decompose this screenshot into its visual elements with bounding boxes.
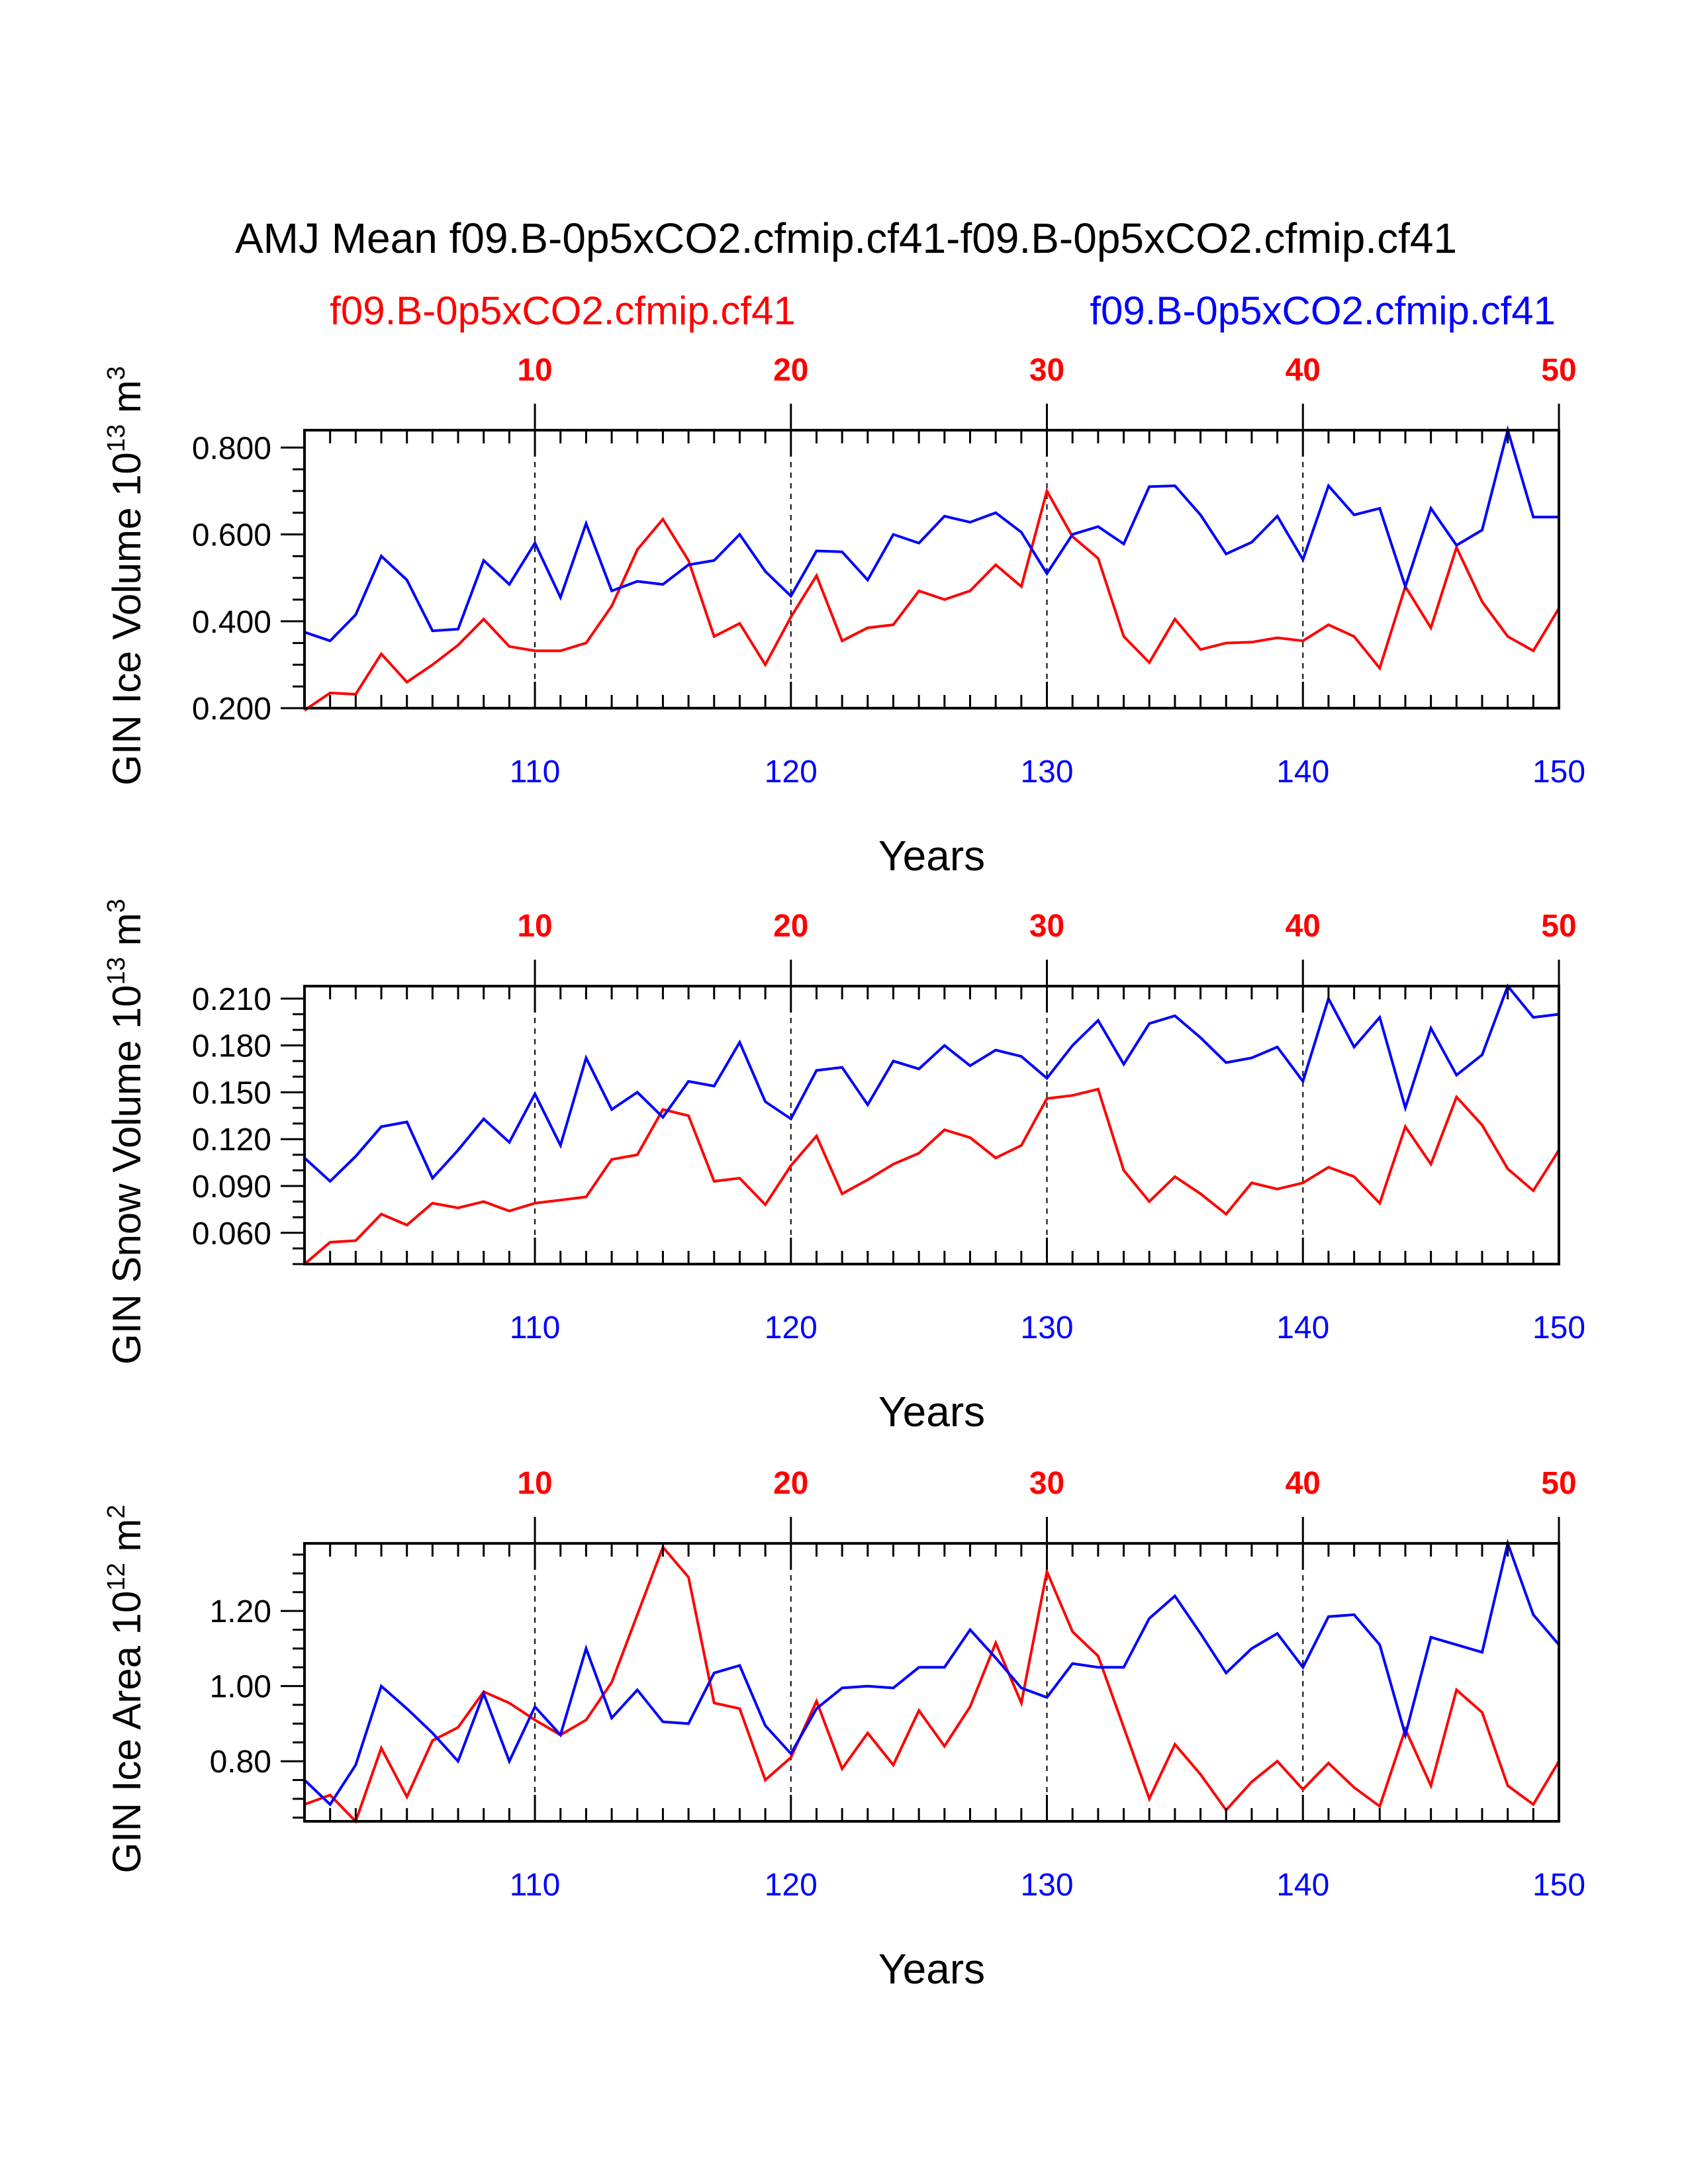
chart-panels: 110 120 130 140 150 10 20 30 40 50 0.200 0.400 0.600… [103, 353, 1585, 1993]
legend-left-label: f09.B-0p5xCO2.cfmip.cf41 [330, 289, 796, 333]
panel-ice-volume: 110 120 130 140 150 10 20 30 40 50 0.200 0.400 0.600… [103, 353, 1585, 880]
series-line-blue-ice-volume [304, 425, 1559, 643]
x-tick-label-bottom: 140 [1276, 1868, 1329, 1903]
x-axis-title: Years [878, 1388, 985, 1435]
x-tick-label-top: 50 [1541, 1466, 1576, 1501]
x-tick-label-bottom: 120 [765, 1310, 818, 1345]
plot-frame [303, 1542, 1560, 1823]
x-tick-label-bottom: 130 [1020, 1310, 1073, 1345]
x-tick-label-top: 30 [1029, 1466, 1064, 1501]
y-axis-title-exponent: 13 [103, 424, 130, 452]
y-axis-title-main: GIN Snow Volume 10 [105, 985, 149, 1365]
y-axis-title: GIN Ice Area 1012 m2 [103, 1505, 149, 1874]
x-tick-label-top: 50 [1541, 909, 1576, 944]
y-axis-title: GIN Ice Volume 1013 m3 [103, 366, 149, 786]
x-axis-title: Years [878, 1945, 985, 1993]
y-tick-label: 1.20 [210, 1594, 271, 1629]
series-line-red-ice-volume [303, 487, 1560, 711]
x-tick-label-top: 30 [1029, 909, 1064, 944]
y-axis-title-unit: m [105, 380, 149, 424]
y-tick-label: 0.060 [192, 1216, 271, 1251]
y-axis-title-unit-exponent: 2 [103, 1505, 130, 1519]
x-tick-label-bottom: 140 [1276, 754, 1329, 790]
y-tick-label: 1.00 [210, 1670, 271, 1705]
legend-right-label: f09.B-0p5xCO2.cfmip.cf41 [1090, 289, 1556, 333]
x-tick-label-bottom: 150 [1532, 1310, 1585, 1345]
x-tick-label-bottom: 150 [1532, 1868, 1585, 1903]
y-tick-label: 0.800 [192, 431, 271, 466]
x-tick-label-top: 10 [517, 353, 552, 388]
x-tick-label-top: 20 [773, 1466, 808, 1501]
x-axis-title: Years [878, 832, 985, 880]
x-tick-label-bottom: 120 [765, 754, 818, 790]
x-tick-label-bottom: 110 [510, 754, 561, 790]
x-tick-label-top: 20 [773, 909, 808, 944]
series-line-blue-ice-area [303, 1538, 1560, 1807]
x-tick-label-top: 40 [1286, 909, 1321, 944]
x-tick-label-bottom: 130 [1020, 754, 1073, 790]
series-line-red-snow-volume [303, 1087, 1560, 1265]
x-tick-label-top: 30 [1029, 353, 1064, 388]
y-axis-title-unit-exponent: 3 [103, 899, 130, 913]
y-tick-label: 0.090 [192, 1169, 271, 1205]
x-tick-label-top: 50 [1541, 353, 1576, 388]
y-tick-label: 0.80 [210, 1745, 271, 1780]
x-tick-label-bottom: 110 [510, 1310, 561, 1345]
y-axis-title-exponent: 13 [103, 957, 130, 985]
y-axis-title-main: GIN Ice Area 10 [105, 1591, 149, 1874]
panel-ice-area: 110 120 130 140 150 10 20 30 40 50 0.80 1.00 1.20 Yea… [103, 1466, 1585, 1993]
y-tick-label: 0.200 [192, 692, 271, 727]
x-tick-label-top: 40 [1286, 1466, 1321, 1501]
y-axis-title: GIN Snow Volume 1013 m3 [103, 899, 149, 1365]
x-tick-label-top: 20 [773, 353, 808, 388]
plot-frame [303, 429, 1560, 709]
y-axis-title-unit: m [105, 1519, 149, 1563]
x-tick-label-top: 40 [1286, 353, 1321, 388]
panel-snow-volume: 110 120 130 140 150 10 20 30 40 50 0.060 0.090 0.120… [103, 899, 1585, 1435]
x-tick-label-top: 10 [517, 1466, 552, 1501]
y-tick-label: 0.120 [192, 1122, 271, 1158]
x-tick-label-bottom: 120 [765, 1868, 818, 1903]
series-line-red-ice-area [304, 1544, 1560, 1824]
x-tick-label-bottom: 110 [510, 1868, 561, 1903]
x-tick-label-bottom: 130 [1020, 1868, 1073, 1903]
y-axis-title-unit: m [105, 913, 149, 957]
y-tick-label: 0.600 [192, 518, 271, 553]
y-axis-title-unit-exponent: 3 [103, 366, 130, 380]
y-tick-label: 0.400 [192, 605, 271, 640]
y-axis-title-exponent: 12 [103, 1563, 130, 1590]
x-tick-label-top: 10 [517, 909, 552, 944]
y-axis-title-main: GIN Ice Volume 10 [105, 452, 149, 786]
x-tick-label-bottom: 150 [1532, 754, 1585, 790]
y-tick-label: 0.150 [192, 1075, 271, 1111]
plot-frame [303, 985, 1560, 1265]
x-tick-label-bottom: 140 [1276, 1310, 1329, 1345]
y-tick-label: 0.210 [192, 982, 271, 1017]
series-line-blue-snow-volume [303, 983, 1560, 1183]
y-tick-label: 0.180 [192, 1029, 271, 1064]
chart-title: AMJ Mean f09.B-0p5xCO2.cfmip.cf41-f09.B-… [235, 214, 1457, 262]
